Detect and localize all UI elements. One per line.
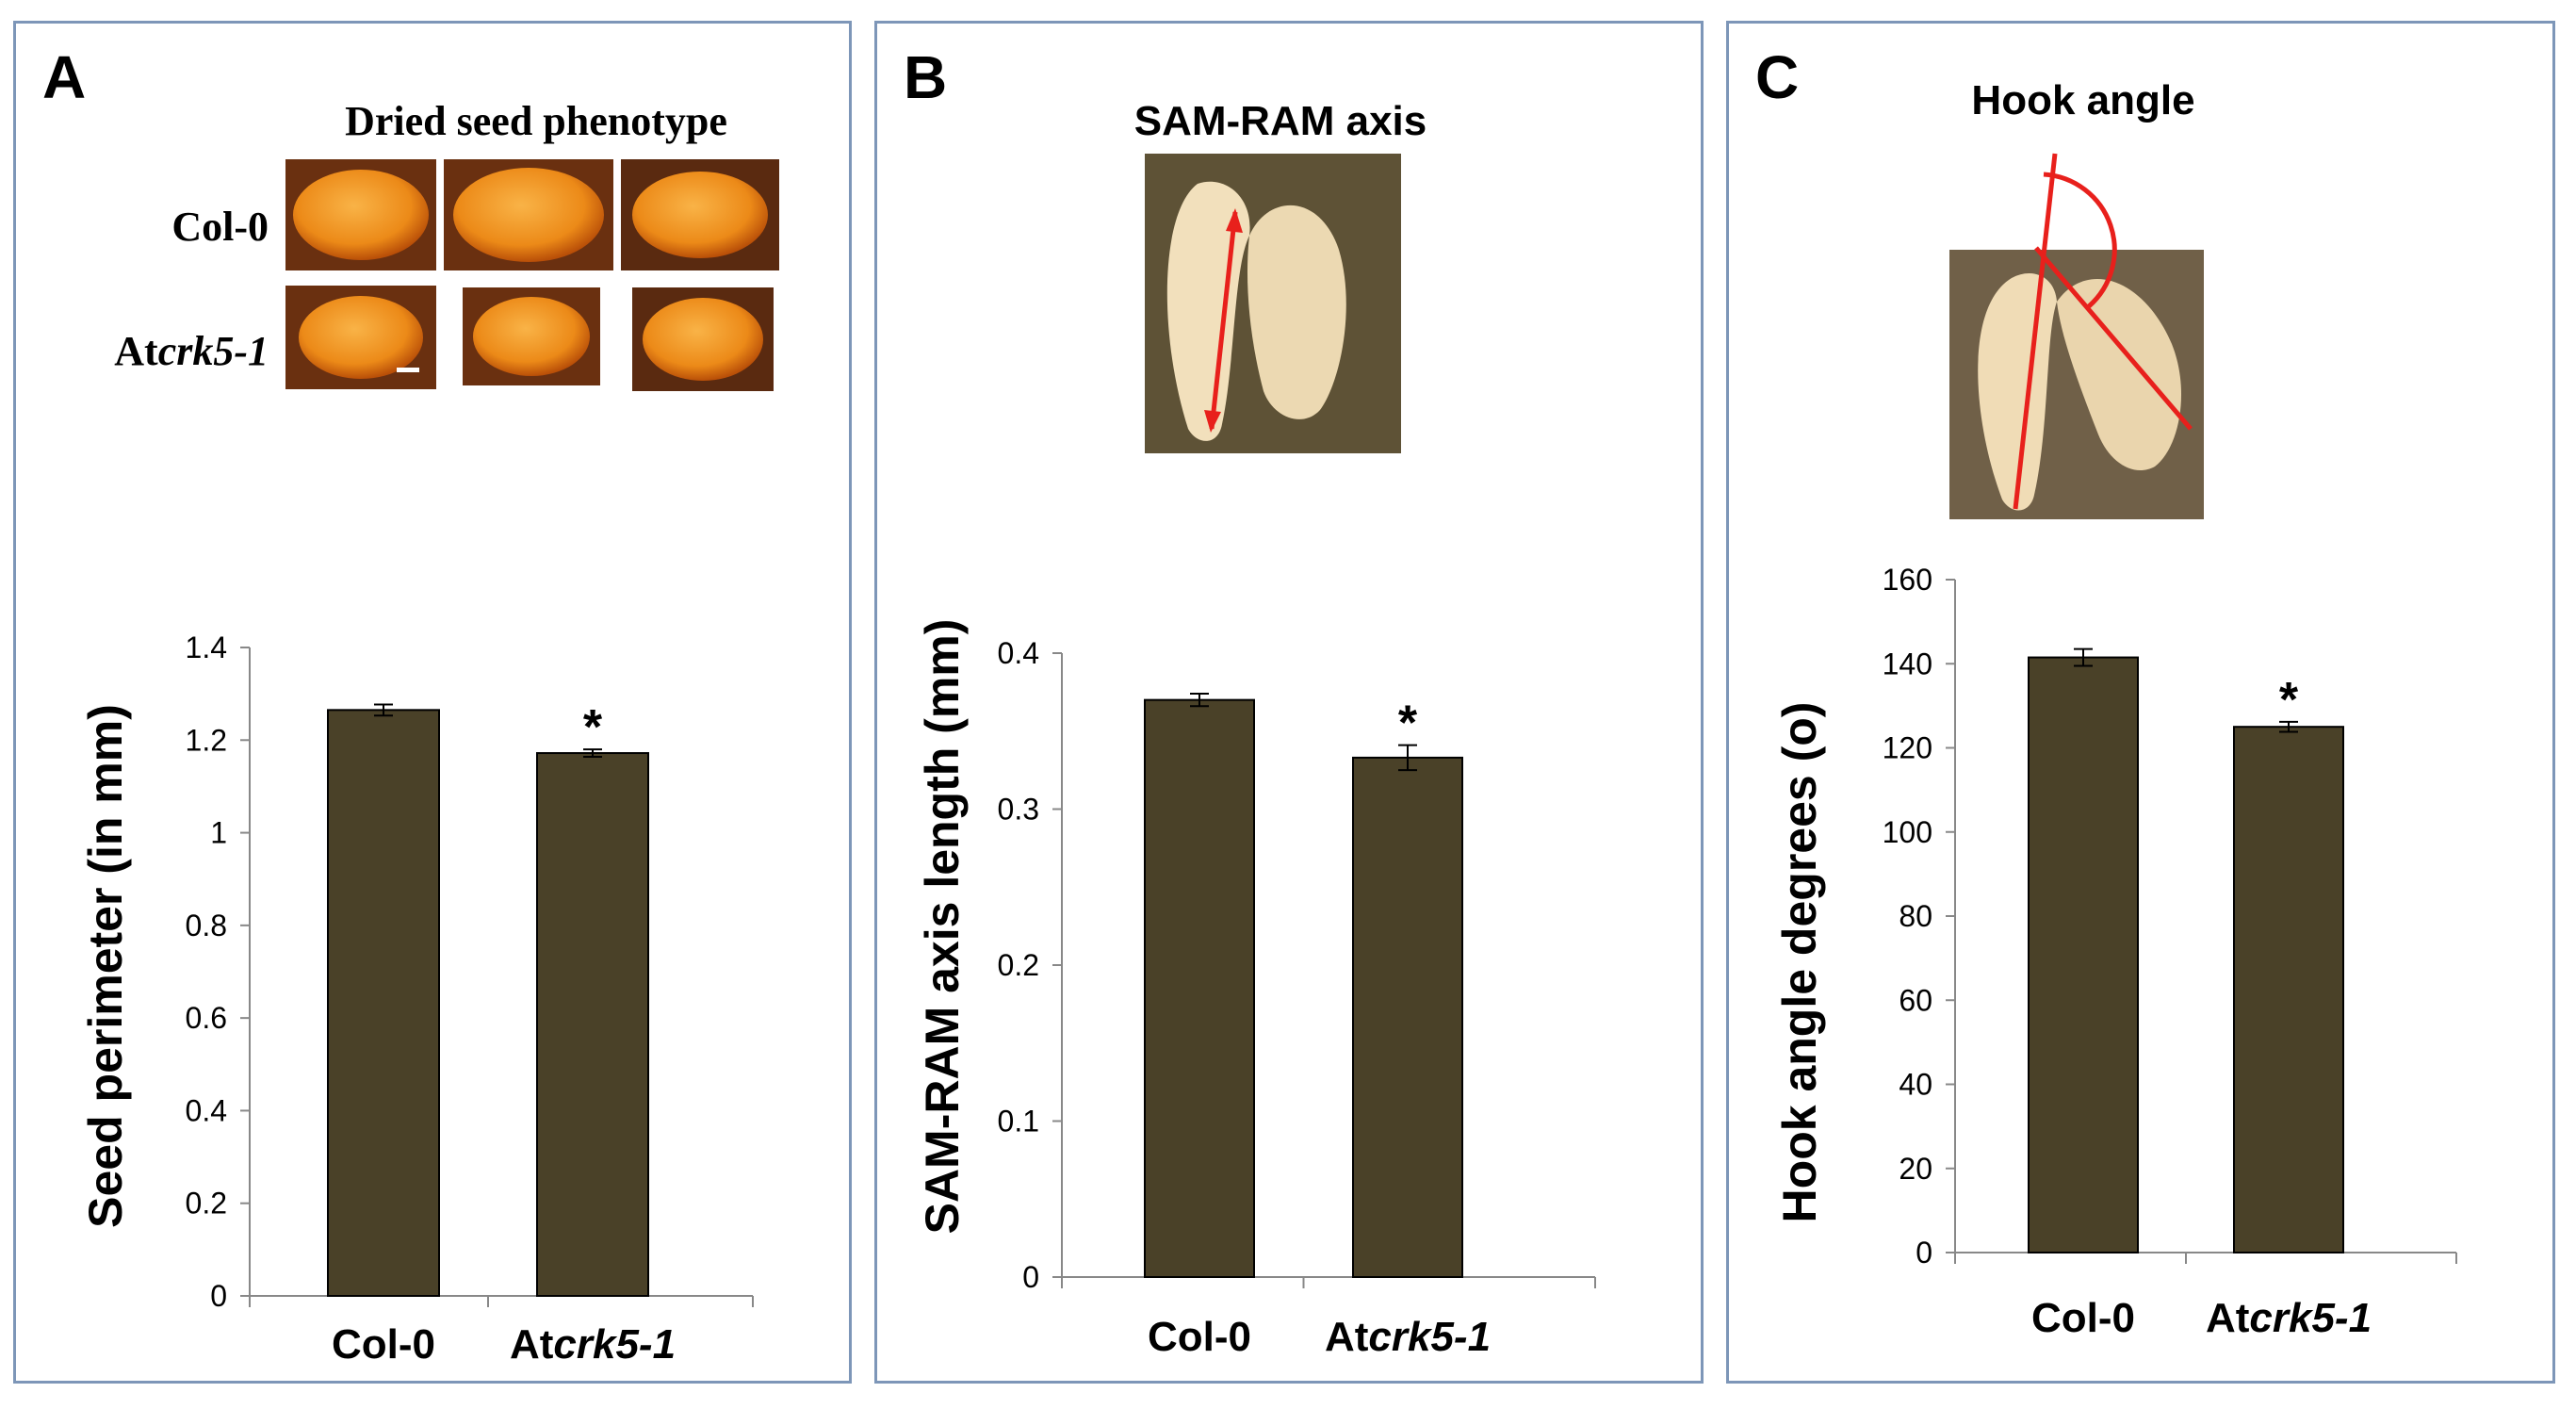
- y-tick-label: 0.2: [998, 948, 1039, 982]
- y-tick-label: 100: [1883, 815, 1932, 849]
- y-tick-label: 1: [210, 816, 227, 850]
- bar: [327, 709, 440, 1297]
- row-label-col0: Col-0: [171, 204, 269, 250]
- y-tick-label: 120: [1883, 731, 1932, 765]
- y-tick-label: 0: [210, 1279, 227, 1313]
- y-axis-label: Seed perimeter (in mm): [79, 704, 132, 1228]
- y-tick-label: 160: [1883, 563, 1932, 597]
- significance-star: *: [1398, 696, 1418, 751]
- y-axis-label: SAM-RAM axis length (mm): [916, 619, 969, 1235]
- bar: [536, 752, 649, 1297]
- y-tick-label: 1.4: [186, 631, 227, 664]
- chart-b: 0 0.1 0.2 0.3 0.4 Col-0 * Atcrk5-1: [998, 636, 1596, 1360]
- y-tick-label: 0: [1916, 1236, 1932, 1270]
- hook-photo: [1949, 153, 2204, 519]
- y-tick-label: 20: [1899, 1152, 1932, 1186]
- row-label-mutant: Atcrk5-1: [114, 328, 269, 374]
- y-tick-label: 0.2: [186, 1187, 227, 1221]
- category-label: Col-0: [2031, 1295, 2135, 1341]
- panel-a-figure: Dried seed phenotype Col-0 Atcrk5-1 Seed…: [79, 98, 779, 1368]
- panel-a: A Dried seed phenotype Col-0 Atcrk5-1: [13, 21, 852, 1384]
- panel-c-figure: Hook angle Hook angle degrees (o) 0 20 40 6…: [1773, 77, 2457, 1341]
- y-tick-label: 40: [1899, 1068, 1932, 1102]
- embryo-image-title: SAM-RAM axis: [1134, 98, 1427, 144]
- y-tick-label: 0.1: [998, 1105, 1039, 1139]
- y-tick-label: 80: [1899, 899, 1932, 933]
- y-tick-label: 0.3: [998, 793, 1039, 827]
- y-tick-label: 140: [1883, 647, 1932, 680]
- significance-star: *: [583, 700, 603, 755]
- panel-letter: C: [1755, 43, 1800, 111]
- category-label: Atcrk5-1: [510, 1321, 676, 1368]
- y-tick-label: 0: [1022, 1260, 1039, 1294]
- panel-letter: A: [42, 43, 87, 111]
- panel-letter: B: [904, 43, 948, 111]
- chart-a: 0 0.2 0.4 0.6 0.8 1 1.2 1.4 Col-0 * Atcrk5-1: [186, 631, 754, 1368]
- category-label: Atcrk5-1: [2206, 1295, 2372, 1341]
- y-tick-label: 0.8: [186, 909, 227, 942]
- seed-photo: [285, 159, 779, 391]
- y-axis-label: Hook angle degrees (o): [1773, 702, 1826, 1223]
- bar: [2233, 726, 2344, 1253]
- significance-star: *: [2279, 673, 2299, 728]
- category-label: Col-0: [332, 1321, 435, 1368]
- panel-b-figure: SAM-RAM axis SAM-RAM axis length (mm) 00…: [916, 98, 1596, 1360]
- y-tick-label: 0.4: [998, 636, 1039, 670]
- panel-c: C Hook angle Hook angle degrees (o) 0 20 4…: [1726, 21, 2555, 1384]
- bar: [2028, 656, 2139, 1253]
- chart-c: 0 20 40 60 80 100 120 140 160 Col-0 * Atcrk5-1: [1883, 563, 2457, 1341]
- bar: [1352, 756, 1463, 1278]
- y-tick-label: 0.4: [186, 1093, 227, 1127]
- y-tick-label: 1.2: [186, 723, 227, 757]
- seed-image-title: Dried seed phenotype: [345, 98, 727, 144]
- y-tick-label: 60: [1899, 983, 1932, 1017]
- panel-b: B SAM-RAM axis SAM-RAM axis length (mm) …: [874, 21, 1704, 1384]
- category-label: Col-0: [1148, 1314, 1251, 1360]
- y-tick-label: 0.6: [186, 1001, 227, 1035]
- embryo-photo: [1145, 154, 1401, 453]
- hook-image-title: Hook angle: [1971, 77, 2194, 123]
- category-label: Atcrk5-1: [1325, 1314, 1491, 1360]
- bar: [1144, 698, 1255, 1278]
